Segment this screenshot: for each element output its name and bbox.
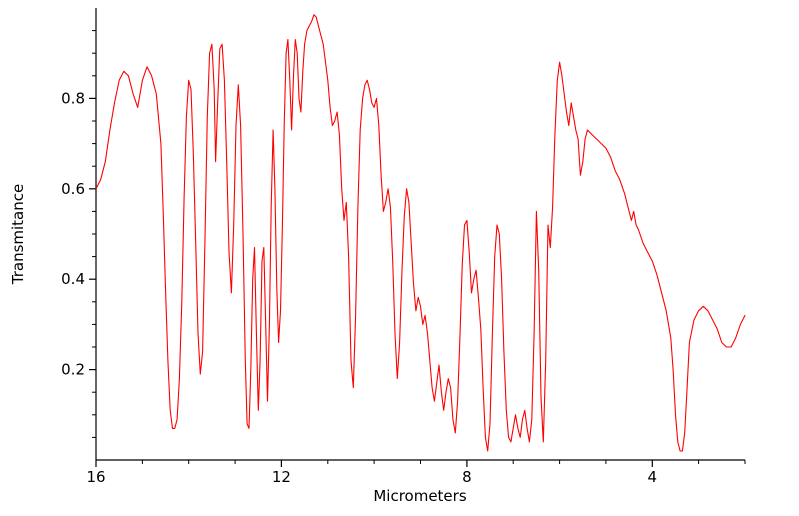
y-tick-label: 0.2 [61, 361, 85, 379]
transmittance-curve [95, 14, 746, 452]
y-axis-label: Transmitance [9, 183, 27, 285]
x-tick-label: 12 [272, 468, 291, 486]
x-axis-label: Micrometers [373, 487, 467, 505]
x-tick-label: 16 [86, 468, 105, 486]
y-tick-label: 0.6 [61, 180, 85, 198]
x-tick-label: 4 [648, 468, 658, 486]
y-tick-label: 0.8 [61, 89, 85, 107]
y-tick-label: 0.4 [61, 270, 85, 288]
x-tick-label: 8 [462, 468, 472, 486]
